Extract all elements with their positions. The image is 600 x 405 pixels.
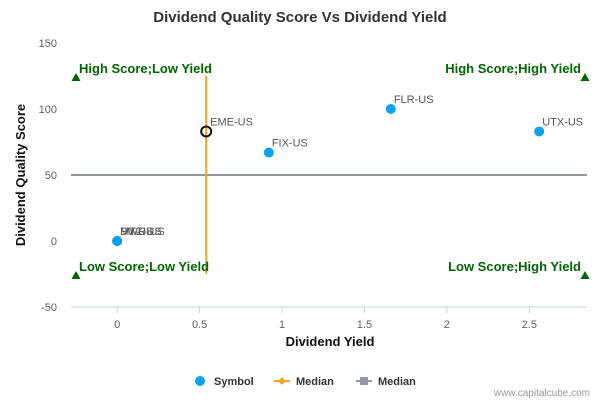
quadrant-label: Low Score;High Yield — [448, 259, 581, 274]
x-tick-label: 1.5 — [357, 319, 372, 331]
data-point — [534, 126, 545, 137]
legend-symbol-marker — [195, 376, 205, 386]
data-point-label: FLR-US — [394, 94, 434, 106]
legend-label: Median — [296, 376, 334, 388]
highlight-point-label: EME-US — [210, 116, 253, 128]
y-tick-label: 0 — [51, 236, 57, 248]
data-point-label: FIX-US — [272, 138, 308, 150]
legend: Symbol Median Median — [195, 376, 416, 388]
quadrant-marker — [71, 73, 81, 81]
quadrant-marker — [71, 271, 81, 279]
data-point — [112, 236, 123, 246]
data-point — [385, 104, 396, 114]
quadrant-marker — [580, 73, 590, 81]
legend-median-x-marker — [278, 377, 286, 385]
data-point-label: DY-US — [120, 226, 153, 238]
plot-area: 0 0.5 1 1.5 2 2.5 -50 0 50 100 150 High Score;Low Y… — [39, 38, 590, 331]
data-point-label: MTZ-US — [120, 226, 162, 238]
quadrant-label: High Score;High Yield — [445, 61, 581, 76]
y-tick-label: 50 — [45, 170, 57, 182]
x-tick-label: 0 — [114, 319, 120, 331]
legend-median-y-marker — [360, 377, 368, 385]
quadrant-marker — [580, 271, 590, 279]
y-tick-label: 100 — [39, 104, 57, 116]
y-tick-label: 150 — [39, 38, 57, 50]
watermark: www.capitalcube.com — [493, 388, 590, 399]
x-tick-label: 2.5 — [522, 319, 537, 331]
chart-title: Dividend Quality Score Vs Dividend Yield — [153, 9, 446, 26]
x-tick-label: 1 — [279, 319, 285, 331]
x-tick-label: 2 — [444, 319, 450, 331]
y-axis-title: Dividend Quality Score — [13, 104, 28, 246]
quadrant-label: High Score;Low Yield — [79, 61, 212, 76]
y-tick-label: -50 — [41, 302, 57, 314]
data-point-label: PWR-US — [120, 226, 165, 238]
quadrant-label: Low Score;Low Yield — [79, 259, 209, 274]
data-point-label: UTX-US — [542, 116, 583, 128]
x-tick-label: 0.5 — [192, 319, 207, 331]
data-point — [263, 147, 274, 158]
x-axis-title: Dividend Yield — [286, 334, 375, 349]
legend-label: Median — [378, 376, 416, 388]
legend-label: Symbol — [214, 376, 254, 388]
highlight-point — [200, 125, 213, 138]
